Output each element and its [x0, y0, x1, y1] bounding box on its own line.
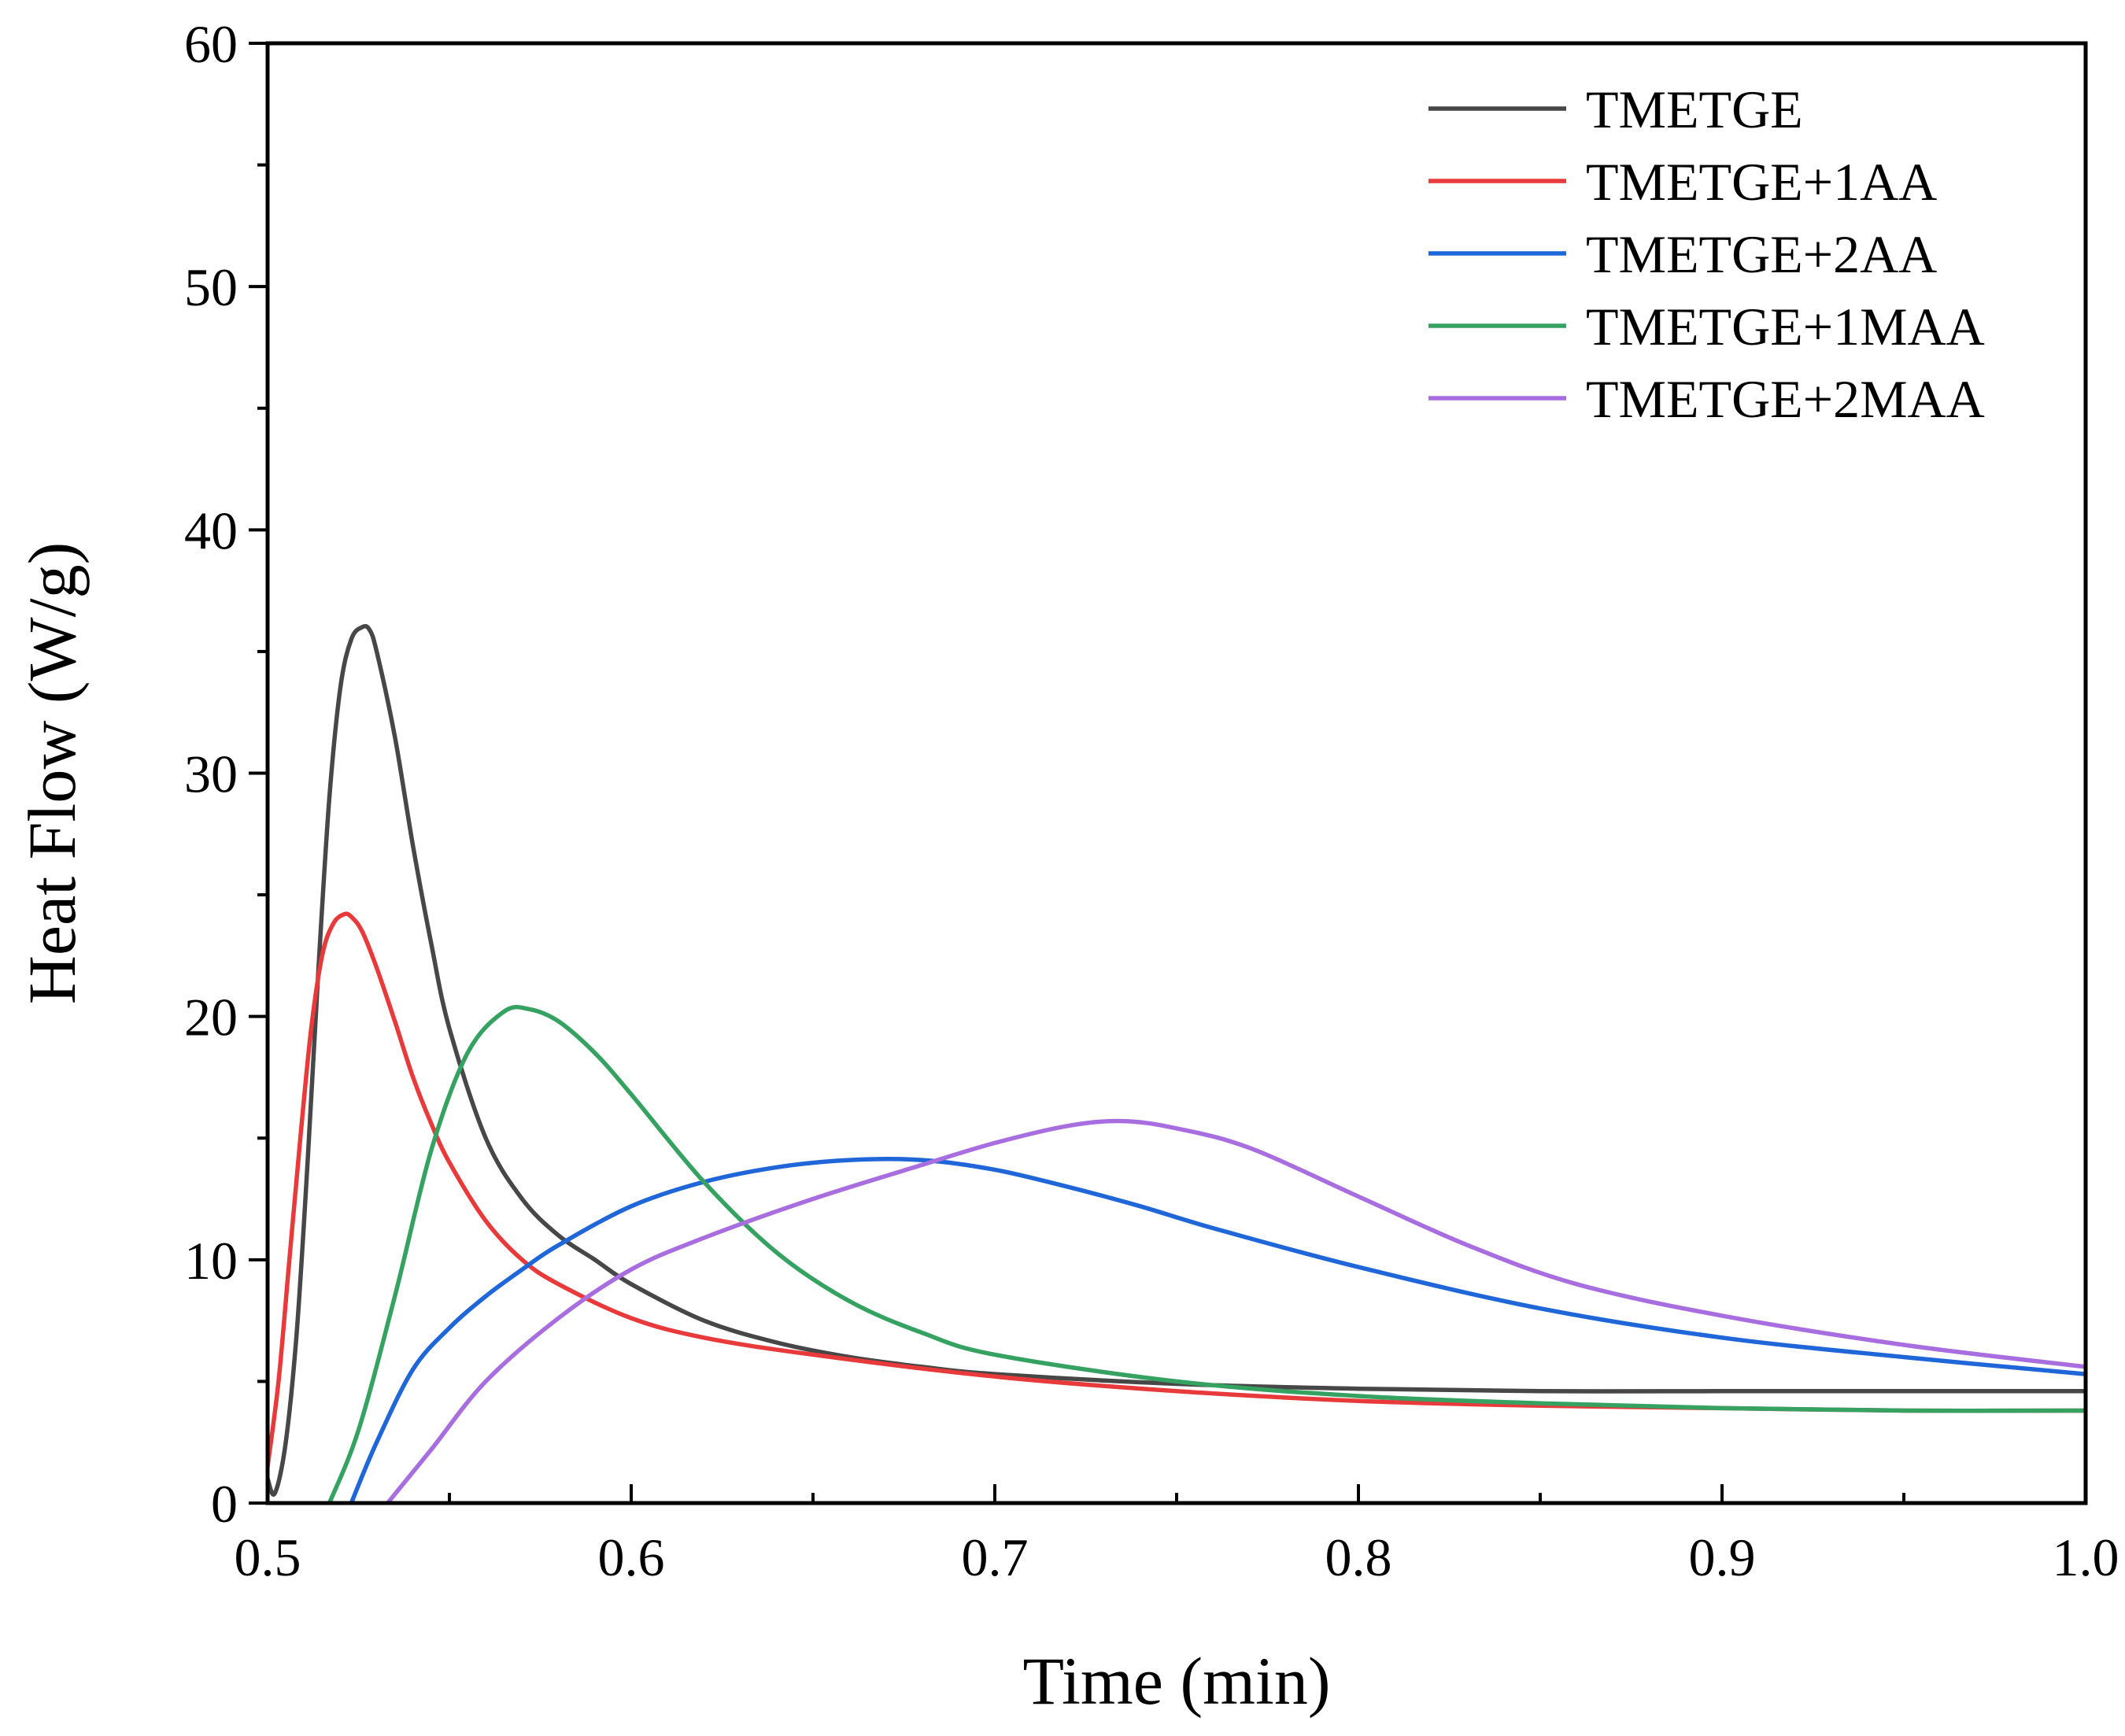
y-tick-label: 40: [184, 500, 238, 560]
series-line-5: [385, 1118, 2086, 1503]
legend-label-4: TMETGE+1MAA: [1586, 297, 1985, 356]
x-tick-label: 0.5: [235, 1527, 301, 1587]
x-tick-label: 0.6: [598, 1527, 665, 1587]
y-tick-label: 50: [184, 257, 238, 317]
ticks-layer: 0.5 0.6 0.7 0.8 0.9 1.0 0 10 20 30 40 50 60: [184, 14, 2119, 1587]
series-line-1: [268, 623, 2086, 1497]
series-line-2: [268, 911, 2086, 1469]
y-tick-label: 60: [184, 14, 238, 74]
series-line-4: [327, 1004, 2086, 1503]
legend: TMETGE TMETGE+1AA TMETGE+2AA TMETGE+1MAA TME…: [1428, 79, 1985, 429]
x-tick-label: 0.8: [1325, 1527, 1392, 1587]
y-tick-label: 20: [184, 988, 238, 1047]
y-tick-label: 10: [184, 1231, 238, 1291]
series-line-3: [349, 1156, 2086, 1503]
legend-label-3: TMETGE+2AA: [1586, 224, 1937, 284]
x-tick-label: 1.0: [2053, 1527, 2119, 1587]
y-axis-title: Heat Flow (W/g): [14, 542, 90, 1005]
legend-label-2: TMETGE+1AA: [1586, 152, 1937, 212]
x-tick-label: 0.9: [1689, 1527, 1756, 1587]
y-tick-label: 0: [211, 1474, 238, 1534]
series-layer: [268, 623, 2086, 1503]
x-axis-title: Time (min): [1022, 1643, 1330, 1719]
x-tick-label: 0.7: [962, 1527, 1029, 1587]
y-tick-label: 30: [184, 744, 238, 804]
legend-label-1: TMETGE: [1586, 79, 1803, 139]
legend-label-5: TMETGE+2MAA: [1586, 369, 1985, 429]
